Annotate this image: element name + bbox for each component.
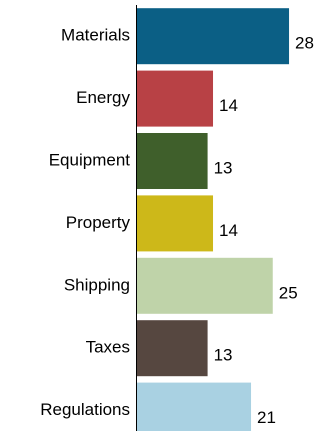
bar-equipment — [137, 133, 208, 189]
value-label-shipping: 25 — [279, 283, 298, 302]
bar-energy — [137, 70, 214, 127]
value-label-equipment: 13 — [214, 158, 233, 177]
value-label-taxes: 13 — [214, 346, 233, 365]
bars-group: Materials 28 Energy 14 Equipment 13 Property 14… — [40, 8, 314, 431]
bar-property — [137, 195, 214, 252]
bar-shipping — [137, 257, 273, 314]
value-label-energy: 14 — [219, 96, 238, 115]
bar-regulations — [137, 382, 252, 431]
category-label-shipping: Shipping — [64, 275, 130, 294]
bar-taxes — [137, 320, 208, 377]
category-label-materials: Materials — [61, 26, 130, 45]
category-label-equipment: Equipment — [49, 150, 131, 169]
category-label-energy: Energy — [76, 88, 130, 107]
value-label-property: 14 — [219, 221, 238, 240]
value-label-regulations: 21 — [257, 408, 276, 427]
category-label-property: Property — [66, 213, 131, 232]
category-label-regulations: Regulations — [40, 400, 130, 419]
category-label-taxes: Taxes — [86, 338, 130, 357]
bar-materials — [137, 8, 290, 65]
value-label-materials: 28 — [295, 34, 314, 53]
